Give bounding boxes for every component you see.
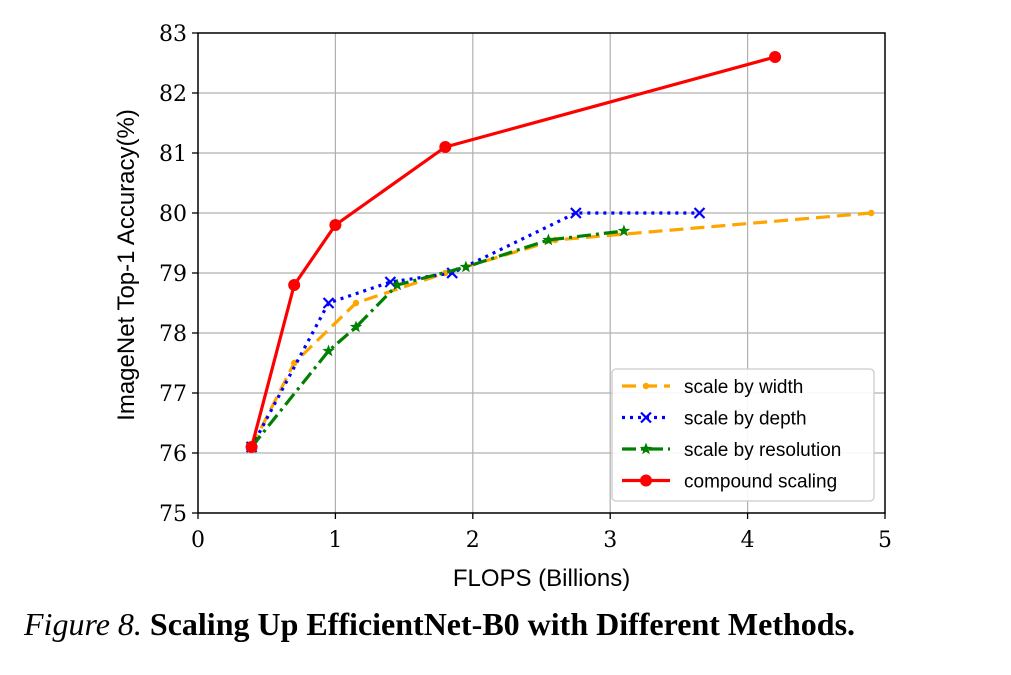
series-compound-scaling [245, 51, 782, 453]
legend-label: compound scaling [684, 472, 837, 493]
data-point [868, 209, 875, 217]
legend-label: scale by resolution [684, 440, 841, 461]
data-point [640, 474, 652, 487]
data-point [245, 441, 258, 453]
y-tick-label: 83 [159, 22, 187, 47]
y-tick-label: 77 [159, 382, 187, 407]
data-point [640, 411, 652, 424]
data-point-stroke [384, 276, 397, 288]
y-axis-label: ImageNet Top-1 Accuracy(%) [113, 109, 140, 421]
x-tick-label: 2 [466, 528, 480, 553]
legend-label: scale by width [684, 377, 803, 398]
figure-label: Figure 8. [24, 606, 142, 642]
legend-item-compound-scaling: compound scaling [622, 472, 837, 493]
legend-item-scale-by-depth: scale by depth [622, 409, 807, 430]
series-line [250, 211, 872, 448]
x-axis-label: FLOPS (Billions) [453, 565, 630, 592]
data-point [322, 297, 335, 309]
y-tick-label: 82 [159, 82, 187, 107]
data-point [769, 51, 782, 63]
series-scale-by-resolution [245, 224, 631, 453]
data-point [617, 224, 631, 237]
data-point [384, 276, 397, 288]
y-tick-label: 75 [159, 502, 187, 527]
y-tick-label: 76 [159, 442, 187, 467]
x-tick-label: 5 [878, 528, 892, 553]
x-tick-label: 4 [741, 528, 755, 553]
data-point-stroke [640, 411, 652, 424]
data-point [322, 344, 335, 357]
y-tick-label: 78 [159, 322, 187, 347]
data-point [349, 320, 363, 333]
data-point-stroke [570, 207, 582, 219]
chart: 0 1 2 3 4 5 75 76 77 78 79 80 81 82 83 FLOPS (Billions… [113, 22, 892, 592]
data-point [329, 219, 342, 231]
data-point [391, 278, 404, 291]
legend-box [611, 368, 875, 502]
data-point-stroke [693, 207, 706, 219]
legend-item-scale-by-width: scale by width [622, 377, 803, 398]
y-tick-label: 81 [159, 142, 187, 167]
y-tick-label: 79 [159, 262, 187, 287]
y-tick-label: 80 [159, 202, 187, 227]
data-point [439, 141, 452, 153]
series-line [250, 211, 700, 448]
data-point [352, 299, 360, 307]
x-tick-label: 1 [328, 528, 342, 553]
legend: scale by width scale by depth scale by res… [611, 368, 875, 502]
data-point [639, 442, 653, 455]
ticks: 0 1 2 3 4 5 75 76 77 78 79 80 81 82 83 [159, 22, 892, 553]
figure-caption: Figure 8. Scaling Up EfficientNet-B0 wit… [24, 606, 1004, 643]
data-point [459, 260, 473, 273]
series-layer [245, 51, 875, 453]
x-tick-label: 0 [191, 528, 205, 553]
figure-title: Scaling Up EfficientNet-B0 with Differen… [149, 606, 856, 642]
data-point [693, 207, 706, 219]
legend-label: scale by depth [684, 409, 807, 430]
data-point [288, 279, 301, 291]
legend-item-scale-by-resolution: scale by resolution [622, 440, 841, 461]
x-tick-label: 3 [603, 528, 617, 553]
data-point [642, 382, 650, 390]
data-point [570, 207, 582, 219]
data-point [542, 233, 555, 246]
data-point-stroke [322, 297, 335, 309]
